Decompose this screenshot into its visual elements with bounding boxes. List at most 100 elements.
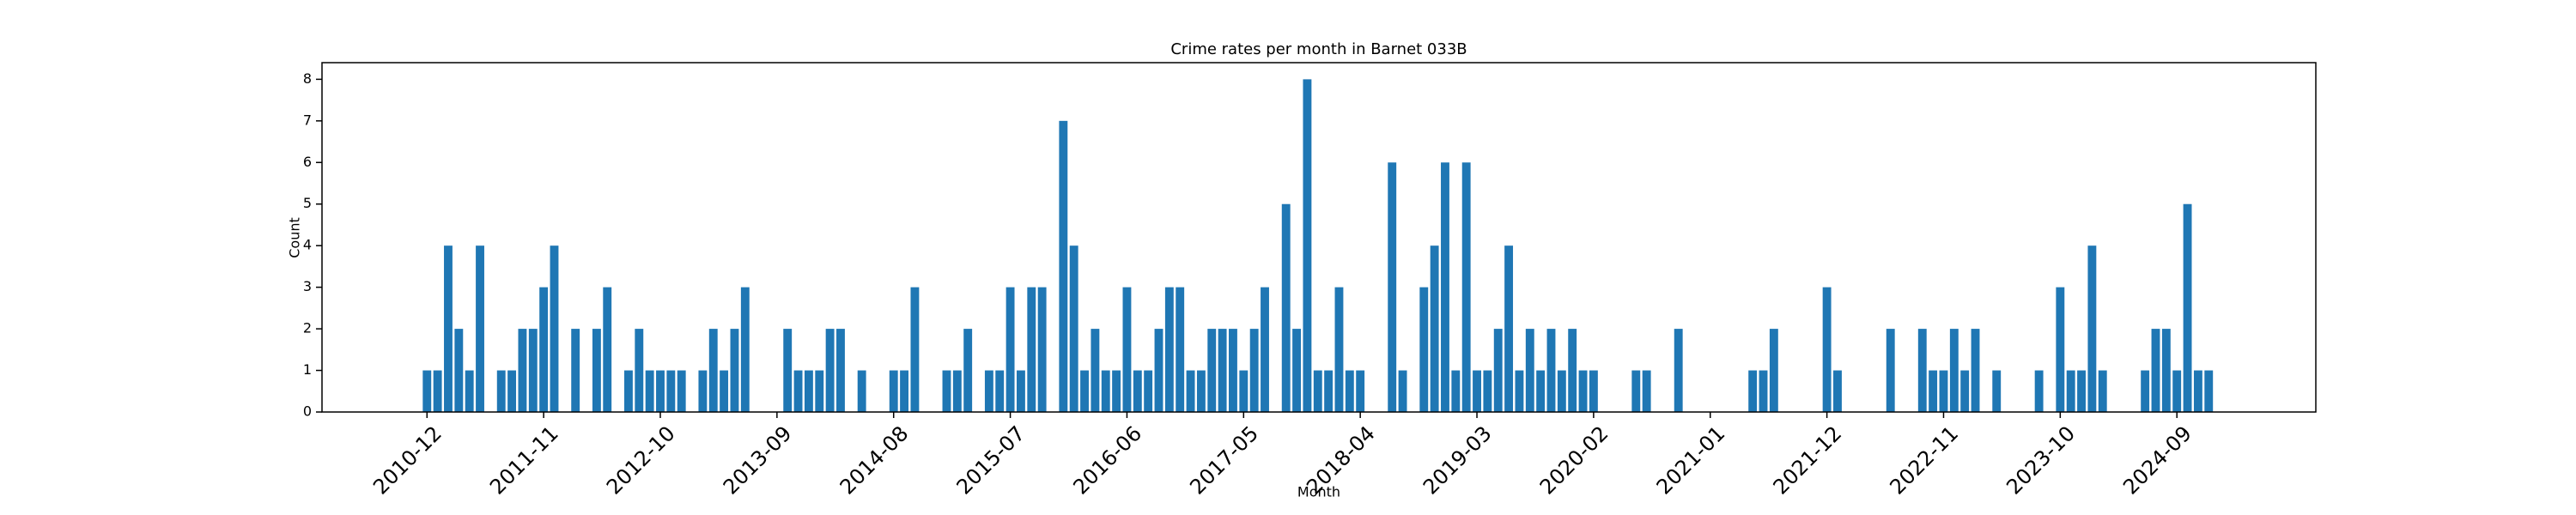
bar xyxy=(1196,370,1206,412)
bar xyxy=(528,329,538,412)
bar xyxy=(900,370,909,412)
x-tick-label: 2021-12 xyxy=(1769,421,1847,500)
bar xyxy=(1334,287,1344,412)
bar xyxy=(963,329,973,412)
bar xyxy=(635,329,644,412)
bar xyxy=(1493,329,1503,412)
bar xyxy=(825,329,835,412)
x-tick-label: 2022-11 xyxy=(1885,421,1963,500)
bar xyxy=(708,329,718,412)
bar xyxy=(2172,370,2182,412)
bar xyxy=(2204,370,2214,412)
bar xyxy=(1388,162,1397,413)
bar xyxy=(444,245,453,412)
bar xyxy=(1154,329,1163,412)
bar xyxy=(1207,329,1217,412)
y-axis-label: Count xyxy=(287,217,303,258)
x-tick-label: 2018-04 xyxy=(1302,421,1380,500)
bar xyxy=(1525,329,1534,412)
bar xyxy=(1992,370,2002,412)
bar xyxy=(2056,287,2065,412)
bar xyxy=(496,370,506,412)
bar xyxy=(518,329,527,412)
bar xyxy=(1536,370,1546,412)
bar xyxy=(1949,329,1959,412)
bar xyxy=(793,370,803,412)
bar xyxy=(1748,370,1758,412)
bar xyxy=(720,370,729,412)
bar xyxy=(1589,370,1598,412)
bar xyxy=(1929,370,1938,412)
bar xyxy=(1281,203,1291,412)
bar xyxy=(1461,162,1471,413)
bar xyxy=(2161,329,2171,412)
bar xyxy=(1631,370,1641,412)
bar xyxy=(1239,370,1249,412)
bar xyxy=(507,370,517,412)
bar xyxy=(1122,287,1132,412)
x-tick-label: 2024-09 xyxy=(2118,421,2196,500)
bar xyxy=(1164,287,1174,412)
bar xyxy=(740,287,750,412)
bar xyxy=(433,370,442,412)
bar xyxy=(2087,245,2097,412)
bar xyxy=(677,370,686,412)
bar xyxy=(1557,370,1566,412)
bar xyxy=(889,370,898,412)
bar xyxy=(1229,329,1237,412)
x-tick-label: 2010-12 xyxy=(368,421,447,500)
y-tick-label: 0 xyxy=(303,403,312,420)
bar xyxy=(1144,370,1153,412)
bar xyxy=(550,245,559,412)
bar xyxy=(1027,287,1036,412)
bar xyxy=(1059,120,1068,413)
bar xyxy=(476,245,484,412)
bar xyxy=(1324,370,1334,412)
x-tick-label: 2023-10 xyxy=(2002,421,2080,500)
bar xyxy=(1091,329,1100,412)
bar xyxy=(1515,370,1524,412)
y-tick-label: 7 xyxy=(303,112,312,128)
bar xyxy=(1674,329,1683,412)
bar xyxy=(2098,370,2107,412)
bar xyxy=(2151,329,2160,412)
bar xyxy=(1101,370,1110,412)
bar xyxy=(1483,370,1492,412)
bar xyxy=(1133,370,1142,412)
bar xyxy=(910,287,920,412)
bar xyxy=(2183,203,2192,412)
x-tick-label: 2016-06 xyxy=(1068,421,1146,500)
y-tick-label: 1 xyxy=(303,361,312,378)
x-axis-label: Month xyxy=(1297,484,1340,500)
bar xyxy=(2077,370,2086,412)
bar xyxy=(1642,370,1651,412)
bar xyxy=(1939,370,1948,412)
bar xyxy=(1917,329,1927,412)
chart-title: Crime rates per month in Barnet 033B xyxy=(1170,40,1467,58)
x-tick-label: 2013-09 xyxy=(719,421,797,500)
bar xyxy=(645,370,654,412)
bar xyxy=(1769,329,1778,412)
x-tick-label: 2014-08 xyxy=(835,421,914,500)
bar xyxy=(1822,287,1832,412)
bar xyxy=(1218,329,1227,412)
y-tick-label: 4 xyxy=(303,237,312,253)
bar xyxy=(603,287,612,412)
bar xyxy=(1069,245,1078,412)
x-tick-label: 2011-11 xyxy=(485,421,563,500)
bar xyxy=(1451,370,1461,412)
bar xyxy=(2193,370,2202,412)
bar xyxy=(1005,287,1015,412)
plot-frame xyxy=(321,62,2317,413)
bar xyxy=(1398,370,1407,412)
bar xyxy=(1546,329,1556,412)
bar xyxy=(539,287,549,412)
y-tick-label: 3 xyxy=(303,278,312,294)
bar xyxy=(1016,370,1025,412)
bar xyxy=(995,370,1005,412)
bar xyxy=(2141,370,2150,412)
x-tick-label: 2019-03 xyxy=(1419,421,1497,500)
bar xyxy=(656,370,665,412)
bar xyxy=(815,370,824,412)
